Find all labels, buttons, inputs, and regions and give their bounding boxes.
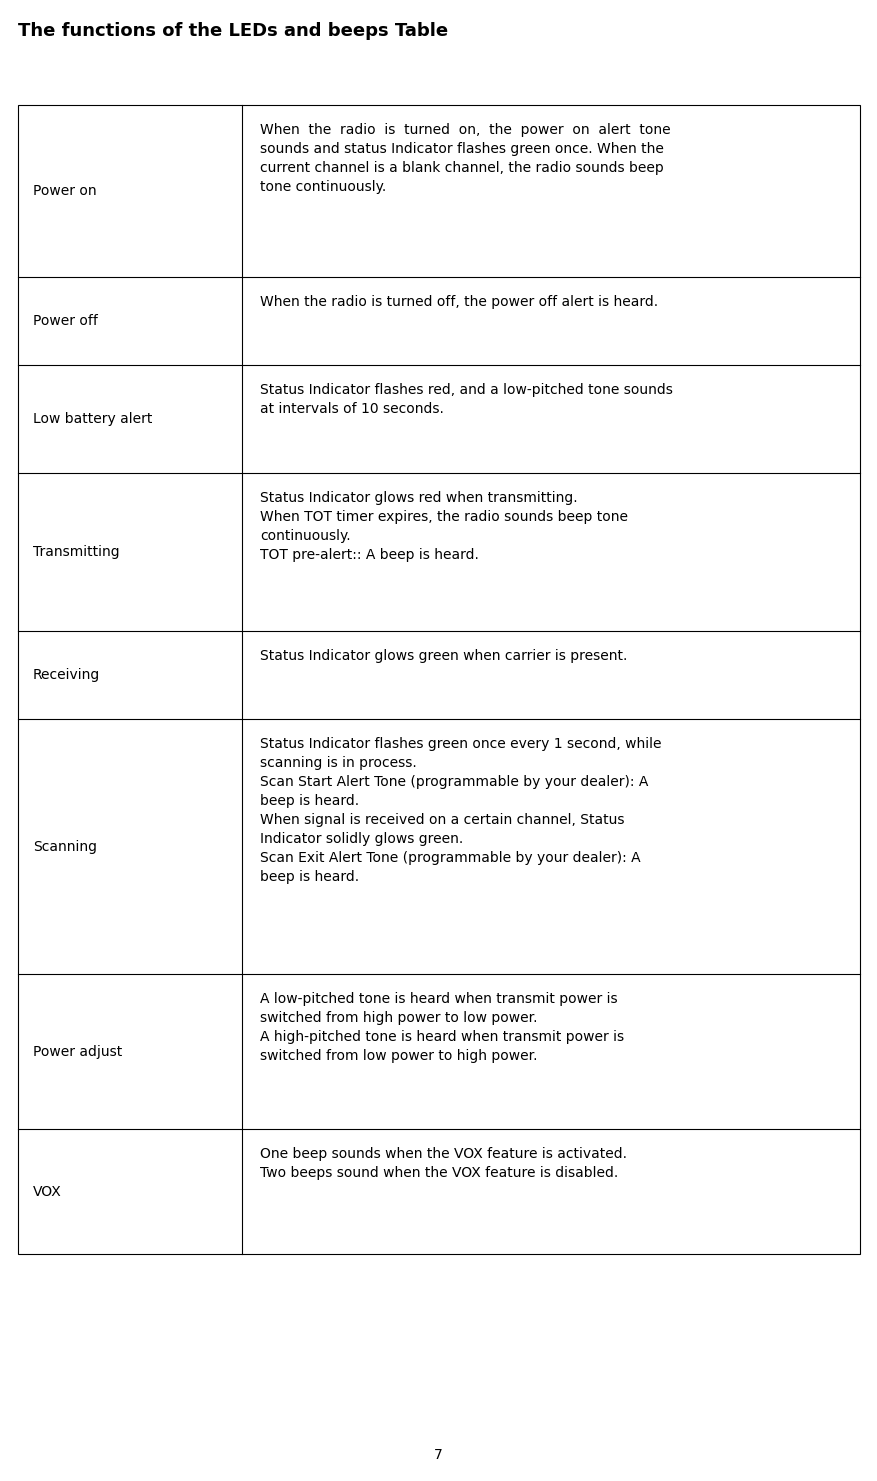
Text: One beep sounds when the VOX feature is activated.
Two beeps sound when the VOX : One beep sounds when the VOX feature is … [260, 1146, 627, 1180]
Text: Power adjust: Power adjust [33, 1044, 122, 1059]
Text: When the radio is turned off, the power off alert is heard.: When the radio is turned off, the power … [260, 295, 658, 310]
Text: Status Indicator flashes green once every 1 second, while
scanning is in process: Status Indicator flashes green once ever… [260, 738, 661, 884]
Text: Scanning: Scanning [33, 840, 97, 853]
Text: VOX: VOX [33, 1185, 61, 1198]
Text: The functions of the LEDs and beeps Table: The functions of the LEDs and beeps Tabl… [18, 22, 448, 40]
Text: Transmitting: Transmitting [33, 545, 119, 558]
Text: A low-pitched tone is heard when transmit power is
switched from high power to l: A low-pitched tone is heard when transmi… [260, 992, 624, 1063]
Text: Power on: Power on [33, 184, 96, 198]
Text: Status Indicator glows green when carrier is present.: Status Indicator glows green when carrie… [260, 649, 627, 663]
Text: Receiving: Receiving [33, 668, 100, 681]
Bar [18, 105, 860, 1254]
Text: Status Indicator glows red when transmitting.
When TOT timer expires, the radio : Status Indicator glows red when transmit… [260, 492, 628, 561]
Text: When  the  radio  is  turned  on,  the  power  on  alert  tone
sounds and status: When the radio is turned on, the power o… [260, 123, 671, 194]
Text: Status Indicator flashes red, and a low-pitched tone sounds
at intervals of 10 s: Status Indicator flashes red, and a low-… [260, 384, 673, 416]
Text: Low battery alert: Low battery alert [33, 412, 153, 427]
Text: Power off: Power off [33, 314, 98, 327]
Text: 7: 7 [434, 1448, 443, 1462]
